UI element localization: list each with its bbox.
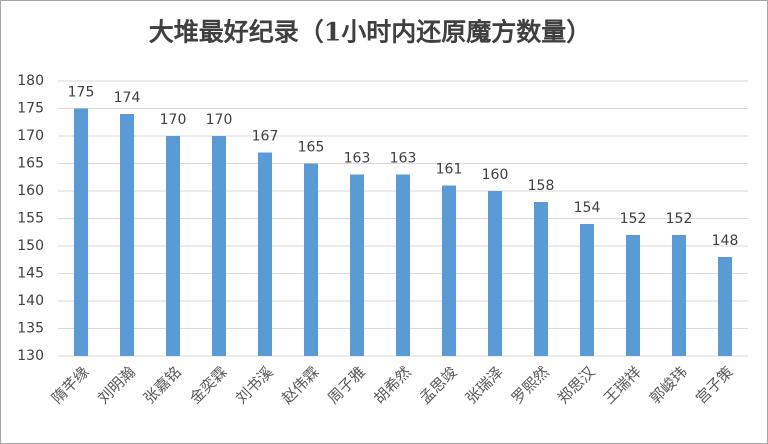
data-label: 175 xyxy=(68,85,95,101)
data-label: 167 xyxy=(252,129,279,145)
data-label: 160 xyxy=(482,167,509,183)
data-label: 158 xyxy=(528,178,555,194)
y-tick-label: 170 xyxy=(17,128,44,144)
bar xyxy=(396,174,410,356)
bar xyxy=(74,108,88,356)
data-label: 148 xyxy=(712,233,739,249)
bar xyxy=(626,235,640,356)
y-tick-label: 165 xyxy=(17,156,44,172)
bar xyxy=(212,136,226,356)
bar xyxy=(120,114,134,356)
bar xyxy=(534,202,548,356)
data-label: 152 xyxy=(666,211,693,227)
y-tick-label: 155 xyxy=(17,211,44,227)
data-label: 165 xyxy=(298,140,325,156)
bar xyxy=(350,174,364,356)
y-tick-label: 140 xyxy=(17,293,44,309)
data-label: 174 xyxy=(114,90,141,106)
bar xyxy=(672,235,686,356)
chart-title: 大堆最好纪录（1小时内还原魔方数量） xyxy=(149,18,591,47)
data-label: 163 xyxy=(344,151,371,167)
y-tick-label: 180 xyxy=(17,73,44,89)
y-tick-label: 150 xyxy=(17,238,44,254)
data-label: 154 xyxy=(574,200,601,216)
y-tick-label: 145 xyxy=(17,266,44,282)
y-tick-label: 130 xyxy=(17,348,44,364)
data-label: 170 xyxy=(160,112,187,128)
bar xyxy=(258,152,272,356)
bar xyxy=(442,185,456,356)
data-label: 152 xyxy=(620,211,647,227)
y-tick-label: 175 xyxy=(17,101,44,117)
bar xyxy=(580,224,594,356)
y-tick-label: 160 xyxy=(17,183,44,199)
bar xyxy=(166,136,180,356)
bar xyxy=(718,257,732,356)
y-tick-label: 135 xyxy=(17,321,44,337)
data-label: 161 xyxy=(436,162,463,178)
data-label: 163 xyxy=(390,151,417,167)
bar xyxy=(304,163,318,356)
data-label: 170 xyxy=(206,112,233,128)
bar xyxy=(488,191,502,356)
